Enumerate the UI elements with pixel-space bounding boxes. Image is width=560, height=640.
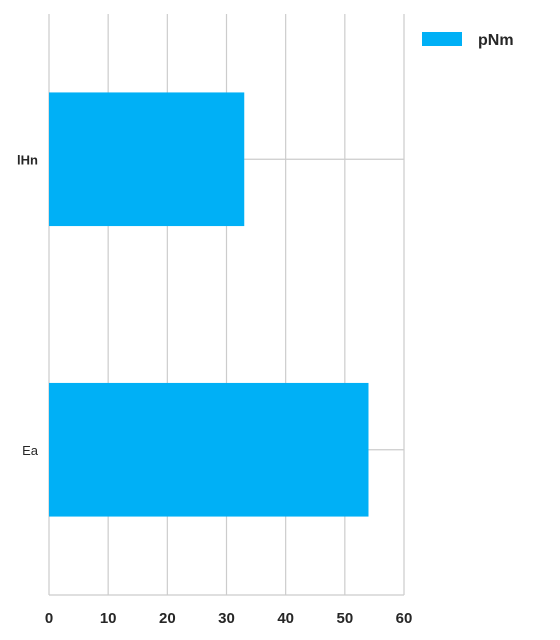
y-tick-label: Ea	[22, 443, 39, 458]
x-tick-label: 60	[396, 610, 413, 627]
x-tick-label: 0	[45, 610, 53, 627]
bar-lHn	[49, 92, 245, 227]
legend-label: pNm	[478, 32, 514, 49]
axis-layer: 0 10 20 30 40 50 60 lHn Ea	[17, 152, 412, 627]
bar-layer	[49, 92, 369, 517]
legend-swatch	[422, 32, 462, 46]
x-tick-label: 20	[159, 610, 176, 627]
bar-Ea	[49, 382, 369, 517]
y-tick-label: lHn	[17, 152, 38, 167]
x-tick-label: 10	[100, 610, 117, 627]
legend: pNm	[422, 32, 514, 49]
x-tick-label: 40	[277, 610, 294, 627]
x-tick-label: 30	[218, 610, 235, 627]
x-tick-label: 50	[336, 610, 353, 627]
